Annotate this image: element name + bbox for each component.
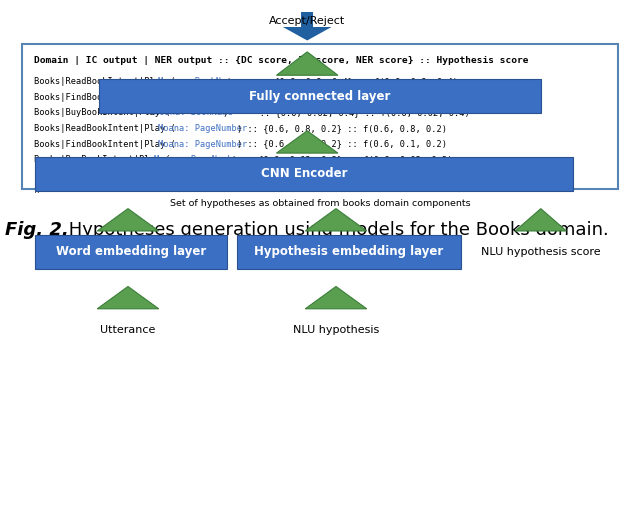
Text: Hypothesis embedding layer: Hypothesis embedding layer <box>254 245 444 258</box>
Text: Moana: PageNumber: Moana: PageNumber <box>154 155 243 164</box>
Polygon shape <box>97 286 159 309</box>
Text: Hypotheses generation using models for the Books domain.: Hypotheses generation using models for t… <box>63 221 609 239</box>
Text: NLU hypothesis: NLU hypothesis <box>293 324 379 335</box>
Text: Books|ReadBookIntent|Play (: Books|ReadBookIntent|Play ( <box>34 77 175 86</box>
Polygon shape <box>515 209 566 231</box>
Text: Books|BuyBookIntent|Play (: Books|BuyBookIntent|Play ( <box>34 108 170 117</box>
Text: CNN Encoder: CNN Encoder <box>260 167 348 181</box>
Polygon shape <box>283 27 332 40</box>
Text: ) :: {0.6, 0.8, 0.2} :: f(0.6, 0.8, 0.2): ) :: {0.6, 0.8, 0.2} :: f(0.6, 0.8, 0.2) <box>237 124 447 133</box>
Text: Moana: BookName: Moana: BookName <box>158 77 237 86</box>
Text: Word embedding layer: Word embedding layer <box>56 245 206 258</box>
Text: Utterance: Utterance <box>100 324 156 335</box>
FancyBboxPatch shape <box>301 12 313 27</box>
Polygon shape <box>276 52 338 75</box>
Text: Books|FindBookIntent|Play (: Books|FindBookIntent|Play ( <box>34 93 175 102</box>
Text: Fig. 2.: Fig. 2. <box>5 221 69 239</box>
FancyBboxPatch shape <box>22 44 618 189</box>
FancyBboxPatch shape <box>35 235 227 269</box>
Text: )      :: {0.6, 0.02, 0.4} :: f(0.6, 0.02, 0.4): ) :: {0.6, 0.02, 0.4} :: f(0.6, 0.02, 0.… <box>223 108 470 117</box>
Text: )     :: {0.6, 0.8, 0.4} :: f(0.6, 0.8, 0.4): ) :: {0.6, 0.8, 0.4} :: f(0.6, 0.8, 0.4) <box>227 77 458 86</box>
Text: Books|BuyBookIntent|Play (: Books|BuyBookIntent|Play ( <box>34 155 170 164</box>
FancyBboxPatch shape <box>35 157 573 190</box>
FancyBboxPatch shape <box>99 79 541 113</box>
Text: Domain | IC output | NER output :: {DC score, IC score, NER score} :: Hypothesis: Domain | IC output | NER output :: {DC s… <box>34 56 529 64</box>
Text: Moana: PageNumber: Moana: PageNumber <box>158 124 248 133</box>
Text: ..: .. <box>34 171 40 180</box>
Text: Accept/Reject: Accept/Reject <box>269 16 346 26</box>
Text: Moana: BookName: Moana: BookName <box>158 93 237 102</box>
Text: Set of hypotheses as obtained from books domain components: Set of hypotheses as obtained from books… <box>170 199 470 208</box>
Text: Books|ReadBookIntent|Play (: Books|ReadBookIntent|Play ( <box>34 124 175 133</box>
Text: Fully connected layer: Fully connected layer <box>250 89 390 103</box>
Text: Moana: BookName: Moana: BookName <box>154 108 232 117</box>
Polygon shape <box>305 286 367 309</box>
Text: ) :: {0.6, 0.02, 0.2} :: f(0.6, 0.02, 0.2): ) :: {0.6, 0.02, 0.2} :: f(0.6, 0.02, 0.… <box>232 155 452 164</box>
Text: )     :: {0.6, 0.1, 0.4} :: f(0.6, 0.1, 0.4): ) :: {0.6, 0.1, 0.4} :: f(0.6, 0.1, 0.4) <box>227 93 458 102</box>
Text: ) :: {0.6, 0.1, 0.2} :: f(0.6, 0.1, 0.2): ) :: {0.6, 0.1, 0.2} :: f(0.6, 0.1, 0.2) <box>237 140 447 148</box>
Text: ..: .. <box>34 186 40 195</box>
Polygon shape <box>276 131 338 153</box>
Text: Books|FindBookIntent|Play (: Books|FindBookIntent|Play ( <box>34 140 175 148</box>
FancyBboxPatch shape <box>237 235 461 269</box>
Polygon shape <box>305 209 367 231</box>
Text: Moana: PageNumber: Moana: PageNumber <box>158 140 248 148</box>
Text: NLU hypothesis score: NLU hypothesis score <box>481 247 600 257</box>
Polygon shape <box>97 209 159 231</box>
